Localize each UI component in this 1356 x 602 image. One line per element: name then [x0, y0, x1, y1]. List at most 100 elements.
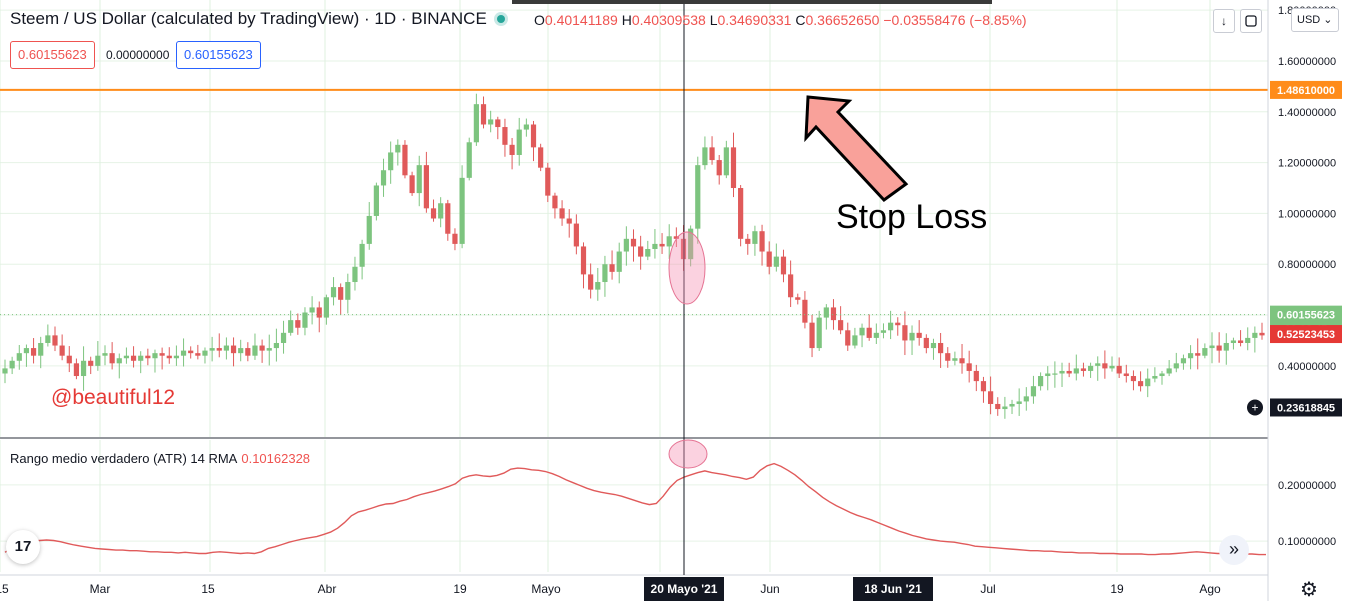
candle-body: [702, 147, 708, 166]
candle-body: [652, 243, 658, 249]
atr-indicator-legend: Rango medio verdadero (ATR) 14 RMA 0.1016…: [10, 451, 311, 466]
buy-price-box[interactable]: 0.60155623: [176, 41, 261, 69]
candle-body: [780, 256, 787, 275]
candle-body: [380, 170, 387, 186]
atr-grid: [0, 440, 1268, 572]
candle-body: [323, 297, 329, 318]
candle-body: [738, 188, 744, 239]
candle-body: [616, 251, 622, 272]
candle-body: [159, 353, 165, 356]
time-tick-label: Jun: [760, 582, 779, 596]
candle-body: [366, 215, 372, 244]
add-alert-plus-glyph: +: [1251, 400, 1258, 414]
candles: [2, 93, 1265, 419]
price-tick-label: 1.00000000: [1278, 208, 1336, 220]
candle-body: [1087, 365, 1094, 371]
price-tick-label: 0.80000000: [1278, 259, 1336, 271]
candle-body: [588, 274, 594, 290]
candle-body: [88, 360, 94, 366]
candle-body: [773, 256, 779, 267]
candle-body: [545, 167, 551, 196]
candle-body: [1252, 332, 1258, 338]
settings-gear-icon[interactable]: ⚙: [1300, 579, 1318, 601]
change-readout: −0.03558476 (−8.85%): [883, 12, 1027, 28]
candle-body: [888, 322, 894, 331]
candle-body: [716, 160, 722, 176]
candle-body: [1245, 337, 1251, 343]
candle-body: [1002, 406, 1008, 410]
candle-body: [345, 282, 351, 300]
candle-body: [530, 124, 537, 148]
add-alert-plus-icon[interactable]: [1247, 399, 1263, 416]
candle-body: [416, 165, 422, 194]
candle-body: [1230, 340, 1237, 343]
candle-body: [109, 353, 115, 364]
candle-body: [559, 208, 565, 219]
candle-body: [173, 355, 180, 359]
candle-body: [873, 332, 879, 338]
candle-body: [338, 287, 344, 300]
top-toolbar-edge: [512, 0, 992, 4]
candle-body: [166, 355, 172, 359]
candle-body: [95, 355, 101, 366]
time-tick-label: Ago: [1199, 582, 1221, 596]
candle-body: [202, 350, 208, 356]
candle-body: [216, 348, 222, 351]
marked-date-label-bg: [853, 577, 933, 601]
candle-body: [880, 330, 887, 333]
candle-body: [852, 335, 858, 346]
time-tick-label: Jul: [980, 582, 995, 596]
candle-body: [816, 317, 822, 349]
candle-body: [430, 208, 437, 219]
candle-body: [766, 251, 772, 267]
scroll-to-realtime-icon[interactable]: »: [1219, 535, 1249, 565]
candle-body: [1023, 396, 1029, 402]
candle-body: [673, 236, 679, 239]
candle-body: [866, 327, 872, 338]
candle-body: [859, 327, 865, 336]
candle-body: [495, 119, 501, 128]
candle-body: [438, 203, 444, 219]
maximize-icon[interactable]: [1240, 9, 1262, 33]
candle-body: [1152, 376, 1158, 379]
price-tick-label: 0.40000000: [1278, 361, 1336, 373]
crosshair-date-label: 20 Mayo '21: [651, 582, 718, 596]
price-label-text: 0.23618845: [1277, 402, 1335, 414]
candle-body: [745, 238, 751, 244]
atr-line: [4, 462, 1266, 556]
candle-body: [309, 307, 315, 313]
candle-body: [316, 307, 322, 318]
candle-body: [680, 238, 687, 260]
candle-body: [695, 165, 701, 229]
candle-body: [795, 297, 801, 300]
candle-body: [1259, 332, 1265, 336]
tradingview-logo-icon[interactable]: 17: [6, 530, 40, 564]
candle-body: [1166, 368, 1172, 374]
price-tick-label: 1.40000000: [1278, 107, 1336, 119]
candle-body: [566, 218, 572, 224]
currency-select[interactable]: USD ⌄: [1291, 8, 1339, 32]
candle-body: [423, 165, 429, 209]
price-label-bg: [1270, 325, 1342, 344]
candle-body: [1130, 376, 1137, 382]
candle-body: [1066, 370, 1072, 374]
stop-loss-line: [0, 88, 1268, 316]
time-tick-label: 15: [201, 582, 215, 596]
candle-body: [1016, 401, 1022, 404]
candle-body: [138, 355, 144, 361]
candle-body: [145, 355, 151, 359]
candle-body: [1009, 403, 1015, 407]
sell-price-box[interactable]: 0.60155623: [10, 41, 95, 69]
candle-body: [473, 104, 479, 143]
collapse-arrow-icon[interactable]: ↓: [1213, 9, 1235, 33]
candle-body: [402, 144, 408, 176]
candle-body: [830, 307, 837, 321]
candle-body: [823, 307, 829, 318]
candle-body: [630, 238, 637, 247]
candle-body: [516, 129, 522, 155]
candle-body: [638, 246, 644, 257]
candle-body: [595, 282, 601, 290]
candle-body: [80, 360, 87, 377]
time-tick-label: 19: [453, 582, 467, 596]
